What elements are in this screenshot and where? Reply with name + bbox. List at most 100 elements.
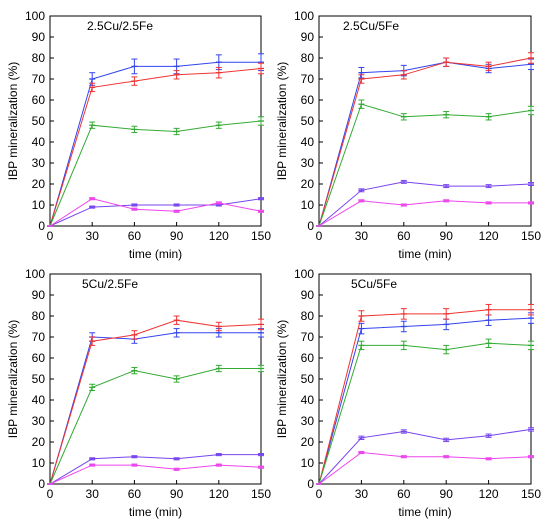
y-tick-label: 90 [32,288,46,302]
x-tick-label: 120 [479,229,499,243]
chart-panel-1: 0 10 20 30 40 50 60 70 80 90 100 0 30 60 90 120 150 time … [6,9,271,261]
y-tick-label: 100 [294,267,314,281]
y-tick-label: 10 [32,456,46,470]
y-tick-label: 70 [32,330,46,344]
series-line [318,181,532,227]
series-line [318,200,531,227]
series-line [318,309,531,485]
y-tick-label: 100 [25,9,45,23]
series-5 [47,463,264,485]
series-line [318,57,532,227]
series-1 [47,53,264,227]
y-tick-label: 20 [301,177,315,191]
plot-frame [49,273,262,485]
x-tick-label: 60 [128,229,142,243]
x-tick-label: 30 [86,229,100,243]
series-line [49,454,261,485]
y-tick-label: 30 [301,156,315,170]
series-line [318,103,532,227]
x-tick-label: 60 [397,229,411,243]
series-4 [316,427,534,485]
series-line [49,198,262,227]
x-tick-label: 150 [251,487,271,501]
y-tick-label: 30 [32,156,46,170]
x-tick-label: 90 [440,487,454,501]
y-tick-label: 50 [32,114,46,128]
x-tick-label: 0 [316,487,323,501]
y-tick-label: 0 [38,219,45,233]
x-tick-label: 0 [316,229,323,243]
y-tick-label: 0 [307,219,314,233]
y-tick-label: 70 [301,330,315,344]
x-tick-label: 90 [170,487,184,501]
y-axis-label: IBP mineralization (%) [6,320,20,439]
y-tick-label: 60 [32,93,46,107]
x-axis-label: time (min) [129,505,182,519]
x-axis-label: time (min) [398,247,451,261]
y-tick-label: 20 [32,177,46,191]
y-tick-label: 20 [301,435,315,449]
y-tick-label: 50 [32,372,46,386]
series-1 [47,328,264,485]
y-tick-label: 80 [32,309,46,323]
chart-title: 2.5Cu/2.5Fe [87,19,153,33]
y-tick-label: 80 [32,51,46,65]
y-tick-label: 10 [301,198,315,212]
chart-panel-4: 0 10 20 30 40 50 60 70 80 90 100 0 30 60 90 120 150 time … [275,267,541,519]
y-tick-label: 0 [38,477,45,491]
x-tick-label: 120 [209,487,229,501]
y-tick-label: 60 [301,93,315,107]
y-tick-label: 40 [301,393,315,407]
series-4 [47,453,264,485]
y-tick-label: 10 [301,456,315,470]
series-line [318,61,532,227]
x-tick-label: 60 [397,487,411,501]
series-line [318,428,532,485]
series-line [49,61,261,227]
series-line [49,332,261,485]
x-axis-label: time (min) [129,247,182,261]
series-line [318,342,532,485]
chart-title: 5Cu/2.5Fe [82,277,138,291]
y-axis-label: IBP mineralization (%) [275,320,289,439]
x-tick-label: 120 [479,487,499,501]
series-5 [47,197,264,227]
series-2 [316,52,534,227]
y-tick-label: 30 [301,414,315,428]
y-axis-label: IBP mineralization (%) [6,62,20,181]
y-tick-label: 0 [307,477,314,491]
series-line [318,451,532,485]
y-tick-label: 70 [32,72,46,86]
x-tick-label: 0 [47,229,54,243]
y-tick-label: 30 [32,414,46,428]
plot-frame [318,15,532,227]
y-tick-label: 40 [301,135,315,149]
x-tick-label: 150 [521,229,541,243]
chart-panel-3: 0 10 20 30 40 50 60 70 80 90 100 0 30 60 90 120 150 time … [6,267,271,519]
series-5 [316,450,534,485]
x-tick-label: 0 [47,487,54,501]
y-tick-label: 70 [301,72,315,86]
series-4 [316,179,534,227]
series-4 [47,197,264,227]
y-tick-label: 60 [301,351,315,365]
series-5 [316,199,534,227]
x-tick-label: 30 [355,229,369,243]
x-tick-label: 120 [209,229,229,243]
y-tick-label: 40 [32,135,46,149]
y-axis-label: IBP mineralization (%) [275,62,289,181]
y-tick-label: 50 [301,114,315,128]
series-3 [47,116,264,227]
series-line [49,319,262,485]
series-2 [47,315,264,485]
series-2 [47,62,264,227]
y-tick-label: 40 [32,393,46,407]
y-tick-label: 10 [32,198,46,212]
y-tick-label: 90 [301,288,315,302]
y-tick-label: 90 [301,30,315,44]
series-line [49,368,261,485]
series-line [49,198,262,227]
y-tick-label: 20 [32,435,46,449]
y-tick-label: 60 [32,351,46,365]
